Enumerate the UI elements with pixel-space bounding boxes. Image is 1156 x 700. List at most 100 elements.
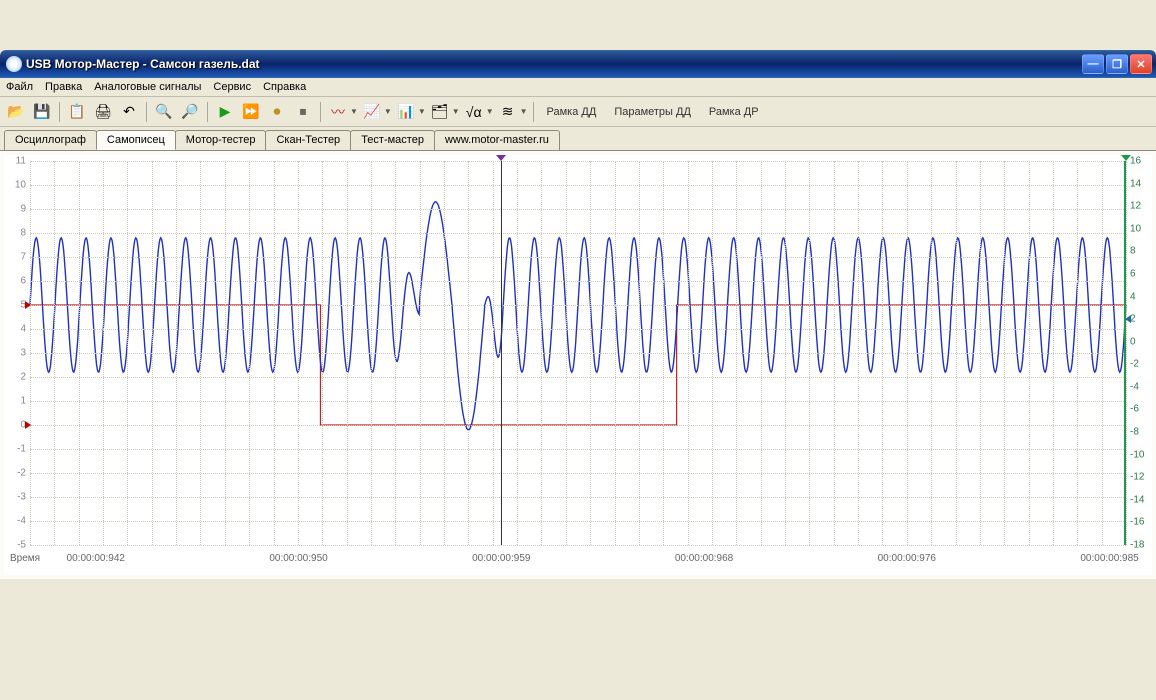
y-left-tick: 7 (20, 252, 26, 263)
y-axis-left: -5-4-3-2-101234567891011 (4, 161, 28, 545)
x-tick: 00:00:00:950 (269, 553, 327, 564)
filter-tool-icon[interactable]: ≋ (496, 100, 520, 124)
toolbar-sep (320, 102, 321, 122)
x-tick: 00:00:00:985 (1080, 553, 1138, 564)
menu-help[interactable]: Справка (263, 81, 306, 93)
y-right-tick: 12 (1130, 201, 1141, 212)
formula-tool-icon[interactable]: √α (462, 100, 486, 124)
frame-dd-button[interactable]: Рамка ДД (539, 106, 605, 118)
y-right-tick: -10 (1130, 449, 1144, 460)
y-left-tick: -1 (17, 444, 26, 455)
channel-marker-icon[interactable] (25, 301, 31, 309)
y-left-tick: -2 (17, 468, 26, 479)
y-left-tick: 4 (20, 324, 26, 335)
y-right-tick: -8 (1130, 427, 1139, 438)
app-window: USB Мотор-Мастер - Самсон газель.dat — ❐… (0, 50, 1156, 579)
chevron-down-icon[interactable]: ▼ (486, 107, 494, 116)
y-right-tick: 16 (1130, 156, 1141, 167)
plot-area[interactable] (30, 161, 1126, 545)
y-left-tick: 10 (15, 180, 26, 191)
record-icon[interactable]: ⏺ (265, 100, 289, 124)
chevron-down-icon[interactable]: ▼ (452, 107, 460, 116)
chart-container: -5-4-3-2-101234567891011 -18-16-14-12-10… (0, 150, 1156, 579)
toolbar-sep (59, 102, 60, 122)
x-axis-label: Время (10, 553, 40, 564)
y-right-tick: -14 (1130, 494, 1144, 505)
x-tick: 00:00:00:942 (67, 553, 125, 564)
series-red (30, 305, 1126, 425)
toolbar-sep (146, 102, 147, 122)
undo-icon[interactable]: ↶ (117, 100, 141, 124)
y-left-tick: 3 (20, 348, 26, 359)
y-right-tick: -18 (1130, 540, 1144, 551)
minimize-button[interactable]: — (1082, 54, 1104, 74)
y-left-tick: -5 (17, 540, 26, 551)
save-icon[interactable]: 💾 (30, 100, 54, 124)
oscilloscope-chart[interactable]: -5-4-3-2-101234567891011 -18-16-14-12-10… (4, 155, 1152, 575)
y-right-tick: 4 (1130, 291, 1136, 302)
y-right-tick: 8 (1130, 246, 1136, 257)
channel-marker-icon[interactable] (25, 421, 31, 429)
stop-icon[interactable]: ⏹ (291, 100, 315, 124)
channel-marker-icon[interactable] (1125, 315, 1131, 323)
tab-website[interactable]: www.motor-master.ru (434, 130, 560, 150)
y-right-tick: -12 (1130, 472, 1144, 483)
maximize-button[interactable]: ❐ (1106, 54, 1128, 74)
zoom-in-icon[interactable]: 🔍 (152, 100, 176, 124)
chevron-down-icon[interactable]: ▼ (384, 107, 392, 116)
copy-icon[interactable]: 📋 (65, 100, 89, 124)
x-tick: 00:00:00:976 (878, 553, 936, 564)
y-right-tick: 0 (1130, 336, 1136, 347)
app-icon (6, 56, 22, 72)
play-icon[interactable]: ▶ (213, 100, 237, 124)
window-buttons: — ❐ ✕ (1082, 54, 1152, 74)
wave-tool-icon[interactable]: 〰 (326, 100, 350, 124)
menu-analog-signals[interactable]: Аналоговые сигналы (94, 81, 201, 93)
toolbar-sep (207, 102, 208, 122)
y-left-tick: 11 (16, 156, 26, 167)
y-right-tick: 14 (1130, 178, 1141, 189)
x-tick: 00:00:00:959 (472, 553, 530, 564)
y-right-tick: -16 (1130, 517, 1144, 528)
zoom-out-icon[interactable]: 🔎 (178, 100, 202, 124)
open-icon[interactable]: 📂 (4, 100, 28, 124)
chart-tool-icon[interactable]: 📈 (360, 100, 384, 124)
y-left-tick: 9 (20, 204, 26, 215)
range-end-marker-icon[interactable] (1121, 155, 1131, 161)
tab-motor-tester[interactable]: Мотор-тестер (175, 130, 267, 150)
y-left-tick: 1 (20, 396, 26, 407)
cursor-line[interactable] (501, 161, 502, 545)
titlebar[interactable]: USB Мотор-Мастер - Самсон газель.dat — ❐… (0, 50, 1156, 78)
fast-forward-icon[interactable]: ⏩ (239, 100, 263, 124)
y-left-tick: 6 (20, 276, 26, 287)
chevron-down-icon[interactable]: ▼ (520, 107, 528, 116)
y-left-tick: 2 (20, 372, 26, 383)
x-axis: Время 00:00:00:94200:00:00:95000:00:00:9… (30, 547, 1126, 575)
y-right-tick: -2 (1130, 359, 1139, 370)
chevron-down-icon[interactable]: ▼ (418, 107, 426, 116)
y-right-tick: 10 (1130, 223, 1141, 234)
frame-dr-button[interactable]: Рамка ДР (701, 106, 767, 118)
tab-test-master[interactable]: Тест-мастер (350, 130, 435, 150)
tab-recorder[interactable]: Самописец (96, 130, 176, 150)
panel-tool-icon[interactable]: 🗂 (428, 100, 452, 124)
y-right-tick: -6 (1130, 404, 1139, 415)
params-dd-button[interactable]: Параметры ДД (606, 106, 699, 118)
menu-edit[interactable]: Правка (45, 81, 82, 93)
window-title: USB Мотор-Мастер - Самсон газель.dat (26, 57, 1082, 71)
y-left-tick: -4 (17, 516, 26, 527)
range-end-line[interactable] (1124, 161, 1126, 545)
tab-oscillograph[interactable]: Осциллограф (4, 130, 97, 150)
tab-scan-tester[interactable]: Скан-Тестер (265, 130, 351, 150)
toolbar-sep (533, 102, 534, 122)
menubar: Файл Правка Аналоговые сигналы Сервис Сп… (0, 78, 1156, 97)
menu-service[interactable]: Сервис (213, 81, 251, 93)
bars-tool-icon[interactable]: 📊 (394, 100, 418, 124)
chevron-down-icon[interactable]: ▼ (350, 107, 358, 116)
print-icon[interactable]: 🖨 (91, 100, 115, 124)
close-button[interactable]: ✕ (1130, 54, 1152, 74)
cursor-marker-icon[interactable] (496, 155, 506, 161)
menu-file[interactable]: Файл (6, 81, 33, 93)
y-left-tick: -3 (17, 492, 26, 503)
toolbar: 📂 💾 📋 🖨 ↶ 🔍 🔎 ▶ ⏩ ⏺ ⏹ 〰▼ 📈▼ 📊▼ 🗂▼ √α▼ ≋▼… (0, 97, 1156, 127)
